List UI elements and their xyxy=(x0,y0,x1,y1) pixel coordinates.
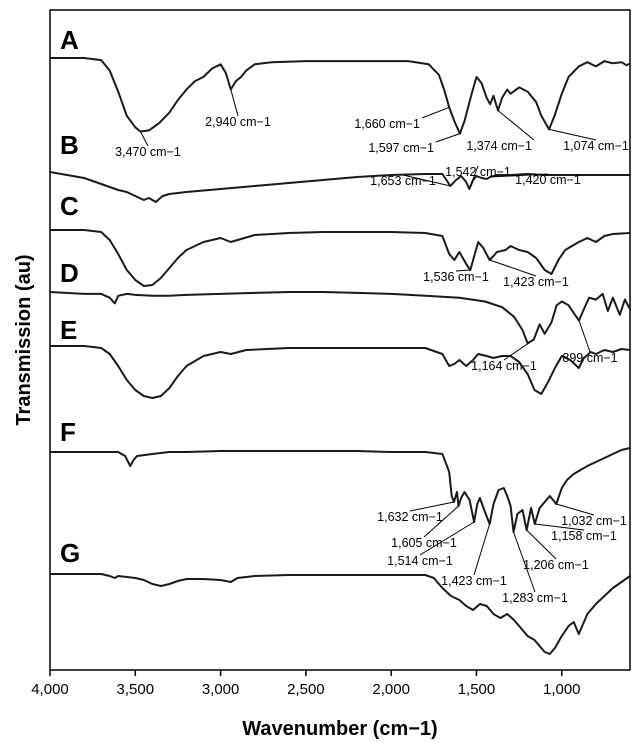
peak-annotations: 3,470 cm−1 2,940 cm−1 1,660 cm−1 1,597 cm−1… xyxy=(115,89,629,605)
spectrum-line-b xyxy=(49,171,631,203)
x-tick-label: 1,500 xyxy=(458,681,496,698)
peak-leader-line xyxy=(409,501,455,512)
panel-label-c: C xyxy=(60,191,79,221)
plot-frame xyxy=(49,9,631,671)
panel-label-a: A xyxy=(60,25,79,55)
peak-leader-line xyxy=(230,89,239,117)
peak-leader-line xyxy=(473,523,491,576)
peak-label: 1,653 cm−1 xyxy=(370,174,436,188)
spectra-group xyxy=(49,57,631,655)
peak-label: 1,374 cm−1 xyxy=(466,139,532,153)
peak-label: 1,420 cm−1 xyxy=(515,173,581,187)
peak-label: 3,470 cm−1 xyxy=(115,145,181,159)
panel-labels: A B C DE F G xyxy=(60,25,80,568)
peak-leader-line xyxy=(402,174,451,187)
peak-label: 1,542 cm−1 xyxy=(445,165,511,179)
x-axis-ticks: 4,000 3,500 3,000 2,500 2,000 1,500 1,000 xyxy=(31,670,581,698)
peak-leader-line xyxy=(423,505,459,538)
spectrum-line-f xyxy=(49,447,631,533)
peak-label: 1,158 cm−1 xyxy=(551,529,617,543)
spectrum-line-g xyxy=(49,573,631,655)
peak-leader-line xyxy=(489,259,537,277)
peak-leader-line xyxy=(526,529,557,560)
panel-label-b: B xyxy=(60,130,79,160)
peak-leader-line xyxy=(534,523,585,531)
x-tick-label: 3,000 xyxy=(202,681,240,698)
peak-leader-line xyxy=(497,110,535,141)
peak-leader-line xyxy=(435,133,461,143)
x-tick-label: 4,000 xyxy=(31,681,69,698)
peak-label: 1,074 cm−1 xyxy=(563,139,629,153)
peak-label: 1,660 cm−1 xyxy=(354,117,420,131)
peak-label: 2,940 cm−1 xyxy=(205,115,271,129)
spectrum-line-d xyxy=(49,291,631,345)
peak-label: 1,605 cm−1 xyxy=(391,536,457,550)
panel-label-d: D xyxy=(60,258,79,288)
peak-leader-line xyxy=(421,106,450,119)
panel-label-e: E xyxy=(60,315,77,345)
peak-leader-line xyxy=(556,503,595,516)
x-tick-label: 2,500 xyxy=(287,681,325,698)
peak-leader-line xyxy=(455,269,471,272)
peak-leader-line xyxy=(419,521,475,556)
spectrum-line-e xyxy=(49,345,631,399)
peak-leader-line xyxy=(490,173,549,178)
peak-label: 1,164 cm−1 xyxy=(471,359,537,373)
x-axis-title: Wavenumber (cm−1) xyxy=(242,718,437,740)
peak-label: 1,423 cm−1 xyxy=(503,275,569,289)
panel-label-g: G xyxy=(60,538,80,568)
peak-leader-line xyxy=(139,131,149,147)
peak-label: 1,632 cm−1 xyxy=(377,510,443,524)
peak-leader-line xyxy=(578,320,591,353)
peak-leader-line xyxy=(468,165,479,190)
peak-label: 1,514 cm−1 xyxy=(387,554,453,568)
peak-label: 1,423 cm−1 xyxy=(441,574,507,588)
x-tick-label: 2,000 xyxy=(372,681,410,698)
peak-label: 1,206 cm−1 xyxy=(523,558,589,572)
x-tick-label: 3,500 xyxy=(117,681,155,698)
peak-leader-line xyxy=(503,339,535,361)
peak-leader-line xyxy=(548,128,597,141)
peak-label: 899 cm−1 xyxy=(562,351,617,365)
peak-label: 1,032 cm−1 xyxy=(561,514,627,528)
y-axis-title: Transmission (au) xyxy=(13,254,35,425)
spectrum-line-c xyxy=(49,229,631,287)
peak-label: 1,597 cm−1 xyxy=(368,141,434,155)
peak-label: 1,536 cm−1 xyxy=(423,270,489,284)
panel-label-f: F xyxy=(60,417,76,447)
x-tick-label: 1,000 xyxy=(543,681,581,698)
peak-label: 1,283 cm−1 xyxy=(502,591,568,605)
peak-leader-line xyxy=(513,531,536,593)
spectrum-line-a xyxy=(49,57,631,135)
